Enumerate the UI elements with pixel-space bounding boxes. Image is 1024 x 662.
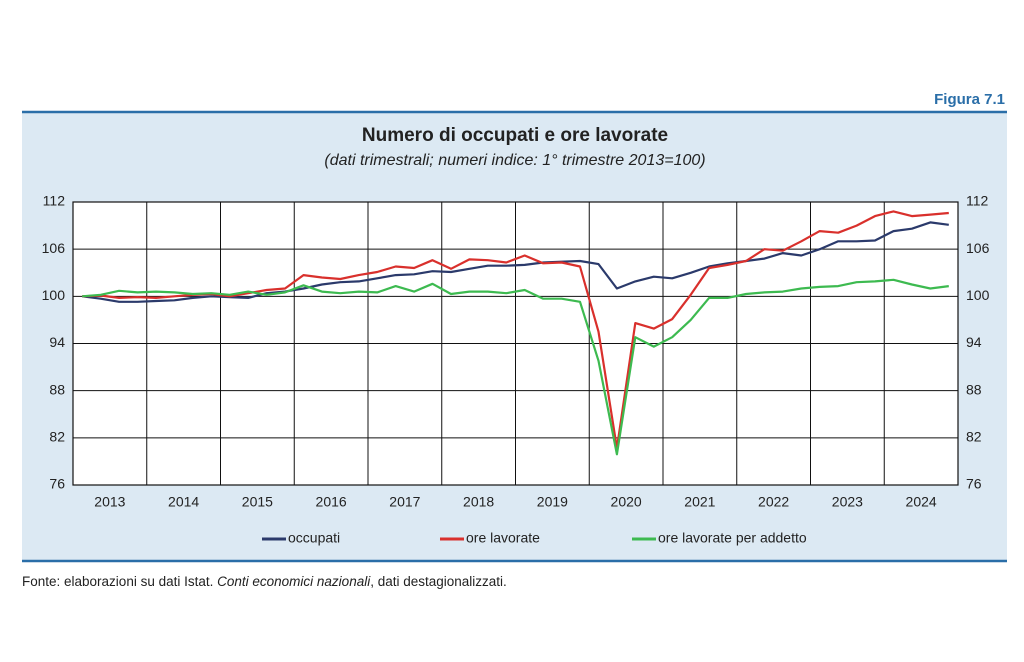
y-tick-label: 106 <box>42 240 66 256</box>
y2-tick-label: 76 <box>966 476 982 492</box>
series-line <box>82 278 949 456</box>
plot-frame <box>72 201 959 486</box>
x-tick-label: 2023 <box>832 494 863 510</box>
legend-label: occupati <box>288 530 340 546</box>
y2-tick-label: 82 <box>966 429 982 445</box>
legend-label: ore lavorate per addetto <box>658 530 807 546</box>
y-tick-label: 76 <box>49 476 65 492</box>
source-note: Fonte: elaborazioni su dati Istat. Conti… <box>22 574 507 589</box>
source-suffix: , dati destagionalizzati. <box>370 574 507 589</box>
y-tick-label: 88 <box>49 381 65 397</box>
y2-tick-label: 112 <box>966 193 989 209</box>
y2-tick-label: 88 <box>966 381 982 397</box>
series-line <box>82 210 949 450</box>
figure-label: Figura 7.1 <box>934 91 1005 108</box>
y-tick-label: 112 <box>43 193 66 209</box>
y-tick-label: 100 <box>42 287 66 303</box>
x-tick-label: 2021 <box>684 494 715 510</box>
x-tick-label: 2020 <box>611 494 642 510</box>
x-tick-label: 2014 <box>168 494 199 510</box>
x-tick-label: 2018 <box>463 494 494 510</box>
legend-label: ore lavorate <box>466 530 540 546</box>
y2-tick-label: 100 <box>966 287 990 303</box>
x-tick-label: 2022 <box>758 494 789 510</box>
chart-title: Numero di occupati e ore lavorate <box>362 125 668 146</box>
y-tick-label: 94 <box>49 334 65 350</box>
y2-tick-label: 106 <box>966 240 990 256</box>
chart-subtitle: (dati trimestrali; numeri indice: 1° tri… <box>324 152 705 169</box>
x-tick-label: 2013 <box>94 494 125 510</box>
x-tick-label: 2015 <box>242 494 273 510</box>
x-tick-label: 2019 <box>537 494 568 510</box>
source-italic: Conti economici nazionali <box>217 574 371 589</box>
y-tick-label: 82 <box>49 429 65 445</box>
y2-tick-label: 94 <box>966 334 982 350</box>
source-prefix: Fonte: elaborazioni su dati Istat. <box>22 574 217 589</box>
x-tick-label: 2017 <box>389 494 420 510</box>
x-tick-label: 2024 <box>906 494 937 510</box>
x-tick-label: 2016 <box>316 494 347 510</box>
